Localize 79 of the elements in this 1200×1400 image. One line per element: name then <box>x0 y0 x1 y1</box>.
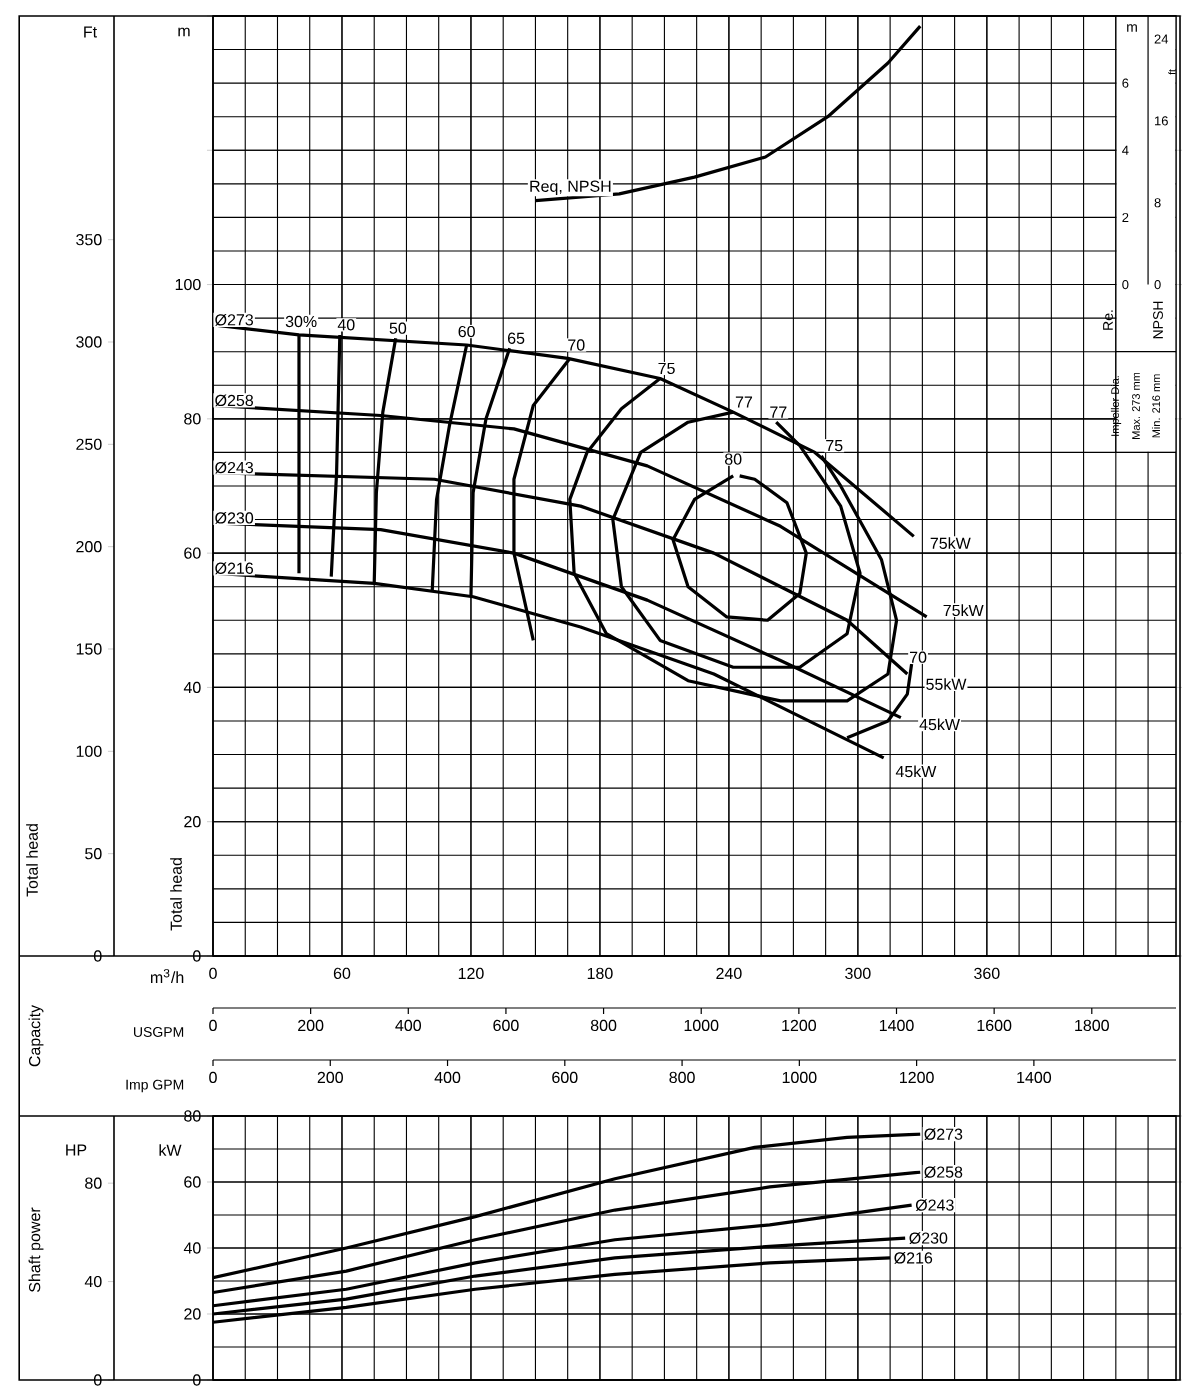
x-tick-label: 120 <box>458 967 484 980</box>
y2-tick-label: 80 <box>85 1177 102 1189</box>
series-label: Req, NPSH <box>530 180 611 196</box>
x2-tick-label: 1400 <box>1017 1071 1052 1084</box>
annotation: 45kW <box>895 765 937 778</box>
x2-tick-label: 800 <box>590 1019 617 1032</box>
y2-tick-label: 350 <box>76 234 102 246</box>
annotation: 77 <box>770 406 787 418</box>
y-tick-label: 100 <box>175 278 201 291</box>
x2-tick-label: 600 <box>552 1071 578 1084</box>
x2-tick-label: 1200 <box>900 1071 934 1084</box>
annotation: 50 <box>389 322 407 334</box>
x2-tick-label: 400 <box>395 1019 422 1032</box>
x2-tick-label: 200 <box>317 1071 343 1084</box>
text: kW <box>159 1144 182 1156</box>
y-tick-label: 60 <box>184 547 201 559</box>
text: Ft <box>84 26 97 38</box>
y-tick-label: 20 <box>184 816 201 828</box>
annotation: 30% <box>285 315 317 328</box>
annotation: 80 <box>724 453 742 465</box>
x2-tick-label: 1600 <box>977 1019 1012 1032</box>
y-tick-label: 60 <box>184 1176 201 1188</box>
x2-tick-label: 0 <box>209 1019 217 1032</box>
annotation: 60 <box>458 325 475 338</box>
x-tick-label: 360 <box>974 967 1000 980</box>
series-label: Ø258 <box>215 394 254 407</box>
x2-tick-label: 200 <box>298 1019 324 1032</box>
annotation: 75kW <box>943 604 984 617</box>
x-tick-label: 240 <box>716 967 742 980</box>
annotation: 45kW <box>919 718 960 731</box>
annotation: 40 <box>337 319 355 331</box>
y2-tick-label: 100 <box>76 745 102 757</box>
series-label: Ø216 <box>215 562 254 575</box>
text: m <box>178 27 190 37</box>
x2-tick-label: 600 <box>493 1019 519 1032</box>
y-tick-label: 20 <box>184 1308 201 1320</box>
annotation: 75 <box>658 362 675 375</box>
series-label: Ø258 <box>924 1166 963 1179</box>
x2-tick-label: 1000 <box>782 1071 817 1084</box>
annotation: 70 <box>909 651 927 663</box>
x-axis-title: m$^{3}$/h <box>150 968 184 984</box>
text: HP <box>66 1144 87 1156</box>
series-label: Ø230 <box>909 1232 948 1245</box>
series-label: Ø243 <box>215 461 254 474</box>
x2-tick-label: 1800 <box>1075 1019 1109 1032</box>
x2-tick-label: 800 <box>669 1071 695 1084</box>
y-tick-label: 80 <box>184 413 201 425</box>
y2-axis-title: Shaft power <box>28 1207 44 1292</box>
y2-tick-label: 200 <box>76 541 102 553</box>
y2-tick-label: 150 <box>76 643 102 655</box>
y-tick-label: 40 <box>183 1242 201 1254</box>
y-axis-title: Total head <box>170 858 182 931</box>
annotation: 75kW <box>930 537 971 549</box>
annotation: 70 <box>568 339 585 351</box>
y-tick-label: 40 <box>183 681 201 694</box>
annotation: 75 <box>826 440 843 452</box>
x2-tick-label: 1400 <box>879 1019 914 1032</box>
y2-tick-label: 50 <box>85 848 102 860</box>
series-label: Ø216 <box>894 1251 933 1264</box>
series-label: Ø230 <box>215 511 254 524</box>
annotation: 65 <box>508 332 525 344</box>
x-tick-label: 0 <box>209 967 217 980</box>
x-tick-label: 300 <box>845 967 871 980</box>
y2-tick-label: 300 <box>76 336 102 348</box>
annotation: 55kW <box>926 678 967 690</box>
annotation: 77 <box>735 396 753 408</box>
series-label: Ø273 <box>924 1128 963 1141</box>
x2-tick-label: 1000 <box>684 1019 719 1032</box>
x-tick-label: 180 <box>587 967 613 980</box>
y2-tick-label: 40 <box>84 1275 102 1288</box>
x2-tick-label: 0 <box>209 1071 217 1084</box>
x2-tick-label: 1200 <box>782 1019 817 1032</box>
text: Capacity <box>28 1004 44 1067</box>
x-tick-label: 60 <box>333 967 351 980</box>
series-label: Ø273 <box>215 313 254 326</box>
y2-tick-label: 250 <box>76 438 102 450</box>
x2-tick-label: 400 <box>434 1071 461 1084</box>
y2-axis-title: Total head <box>26 824 38 897</box>
series-label: Ø243 <box>915 1199 954 1212</box>
